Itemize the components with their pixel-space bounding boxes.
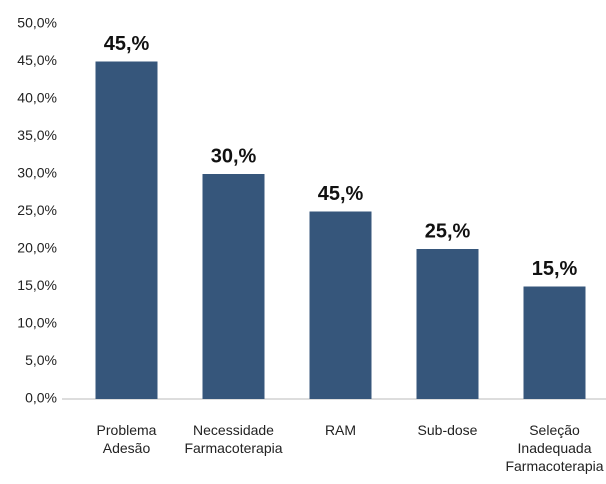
x-tick-label: Problema Adesão [97,422,157,456]
bar [202,174,265,399]
y-tick-label: 20,0% [17,240,57,256]
y-tick-label: 5,0% [25,352,57,368]
bar [416,249,479,399]
y-tick-label: 25,0% [17,202,57,218]
x-tick-label: Necessidade Farmacoterapia [184,422,282,456]
data-label: 30,% [211,145,257,167]
data-label: 15,% [532,258,578,280]
y-tick-label: 40,0% [17,90,57,106]
y-tick-label: 0,0% [25,390,57,406]
data-label: 25,% [425,220,471,242]
data-label: 45,% [318,183,364,205]
bar [523,286,586,399]
y-tick-label: 15,0% [17,277,57,293]
bar [95,61,158,399]
y-tick-label: 35,0% [17,127,57,143]
y-tick-label: 45,0% [17,52,57,68]
y-tick-label: 30,0% [17,165,57,181]
x-tick-label: Seleção Inadequada Farmacoterapia [505,422,603,474]
bar [309,211,372,399]
x-tick-label: RAM [325,422,356,438]
y-tick-label: 50,0% [17,15,57,31]
data-label: 45,% [104,33,150,55]
x-tick-label: Sub-dose [418,422,478,438]
y-tick-label: 10,0% [17,315,57,331]
